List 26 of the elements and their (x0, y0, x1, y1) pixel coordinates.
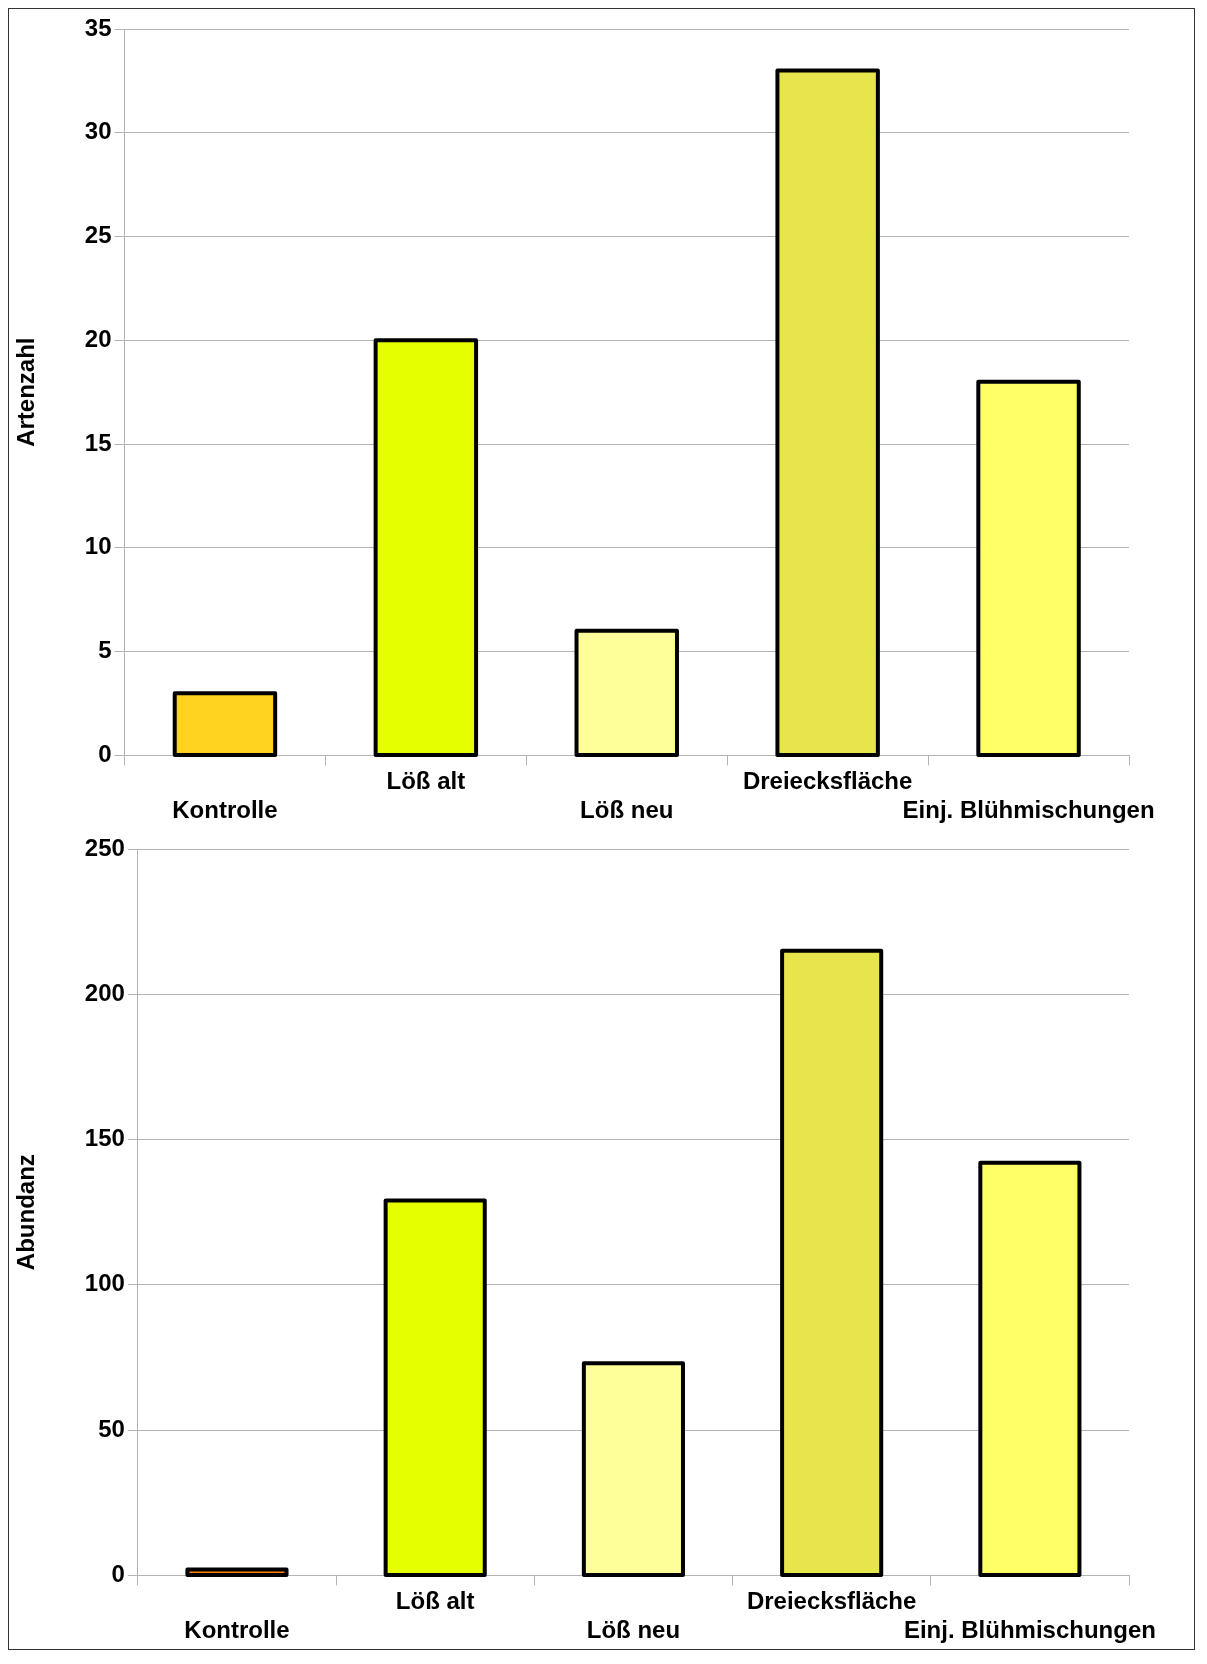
x-tick-label: Löß alt (386, 767, 466, 795)
y-axis-title: Abundanz (12, 1154, 40, 1271)
y-tick-label: 5 (98, 636, 112, 664)
y-tick-label: 250 (84, 833, 125, 861)
y-tick-label: 30 (84, 117, 112, 145)
x-tick-label: Löß neu (580, 796, 674, 824)
y-tick-label: 25 (84, 221, 112, 249)
x-tick-label: Löß neu (586, 1616, 681, 1644)
y-tick-label: 100 (84, 1269, 125, 1297)
y-axis-title: Artenzahl (12, 337, 40, 447)
y-tick-label: 50 (98, 1414, 125, 1442)
y-tick-label: 0 (98, 740, 112, 768)
x-tick-label: Einj. Blühmischungen (903, 1616, 1156, 1644)
x-tick-label: Dreiecksfläche (742, 767, 913, 795)
y-tick-label: 15 (84, 428, 112, 456)
y-tick-label: 200 (84, 978, 125, 1006)
y-tick-label: 35 (84, 13, 112, 41)
y-tick-label: 20 (84, 324, 112, 352)
x-tick-label: Kontrolle (184, 1616, 290, 1644)
y-tick-label: 0 (111, 1560, 125, 1588)
x-tick-label: Kontrolle (172, 796, 278, 824)
x-tick-label: Löß alt (395, 1587, 475, 1615)
x-tick-label: Einj. Blühmischungen (902, 796, 1155, 824)
y-tick-label: 10 (84, 532, 112, 560)
x-tick-label: Dreiecksfläche (746, 1587, 917, 1615)
y-tick-label: 150 (84, 1124, 125, 1152)
